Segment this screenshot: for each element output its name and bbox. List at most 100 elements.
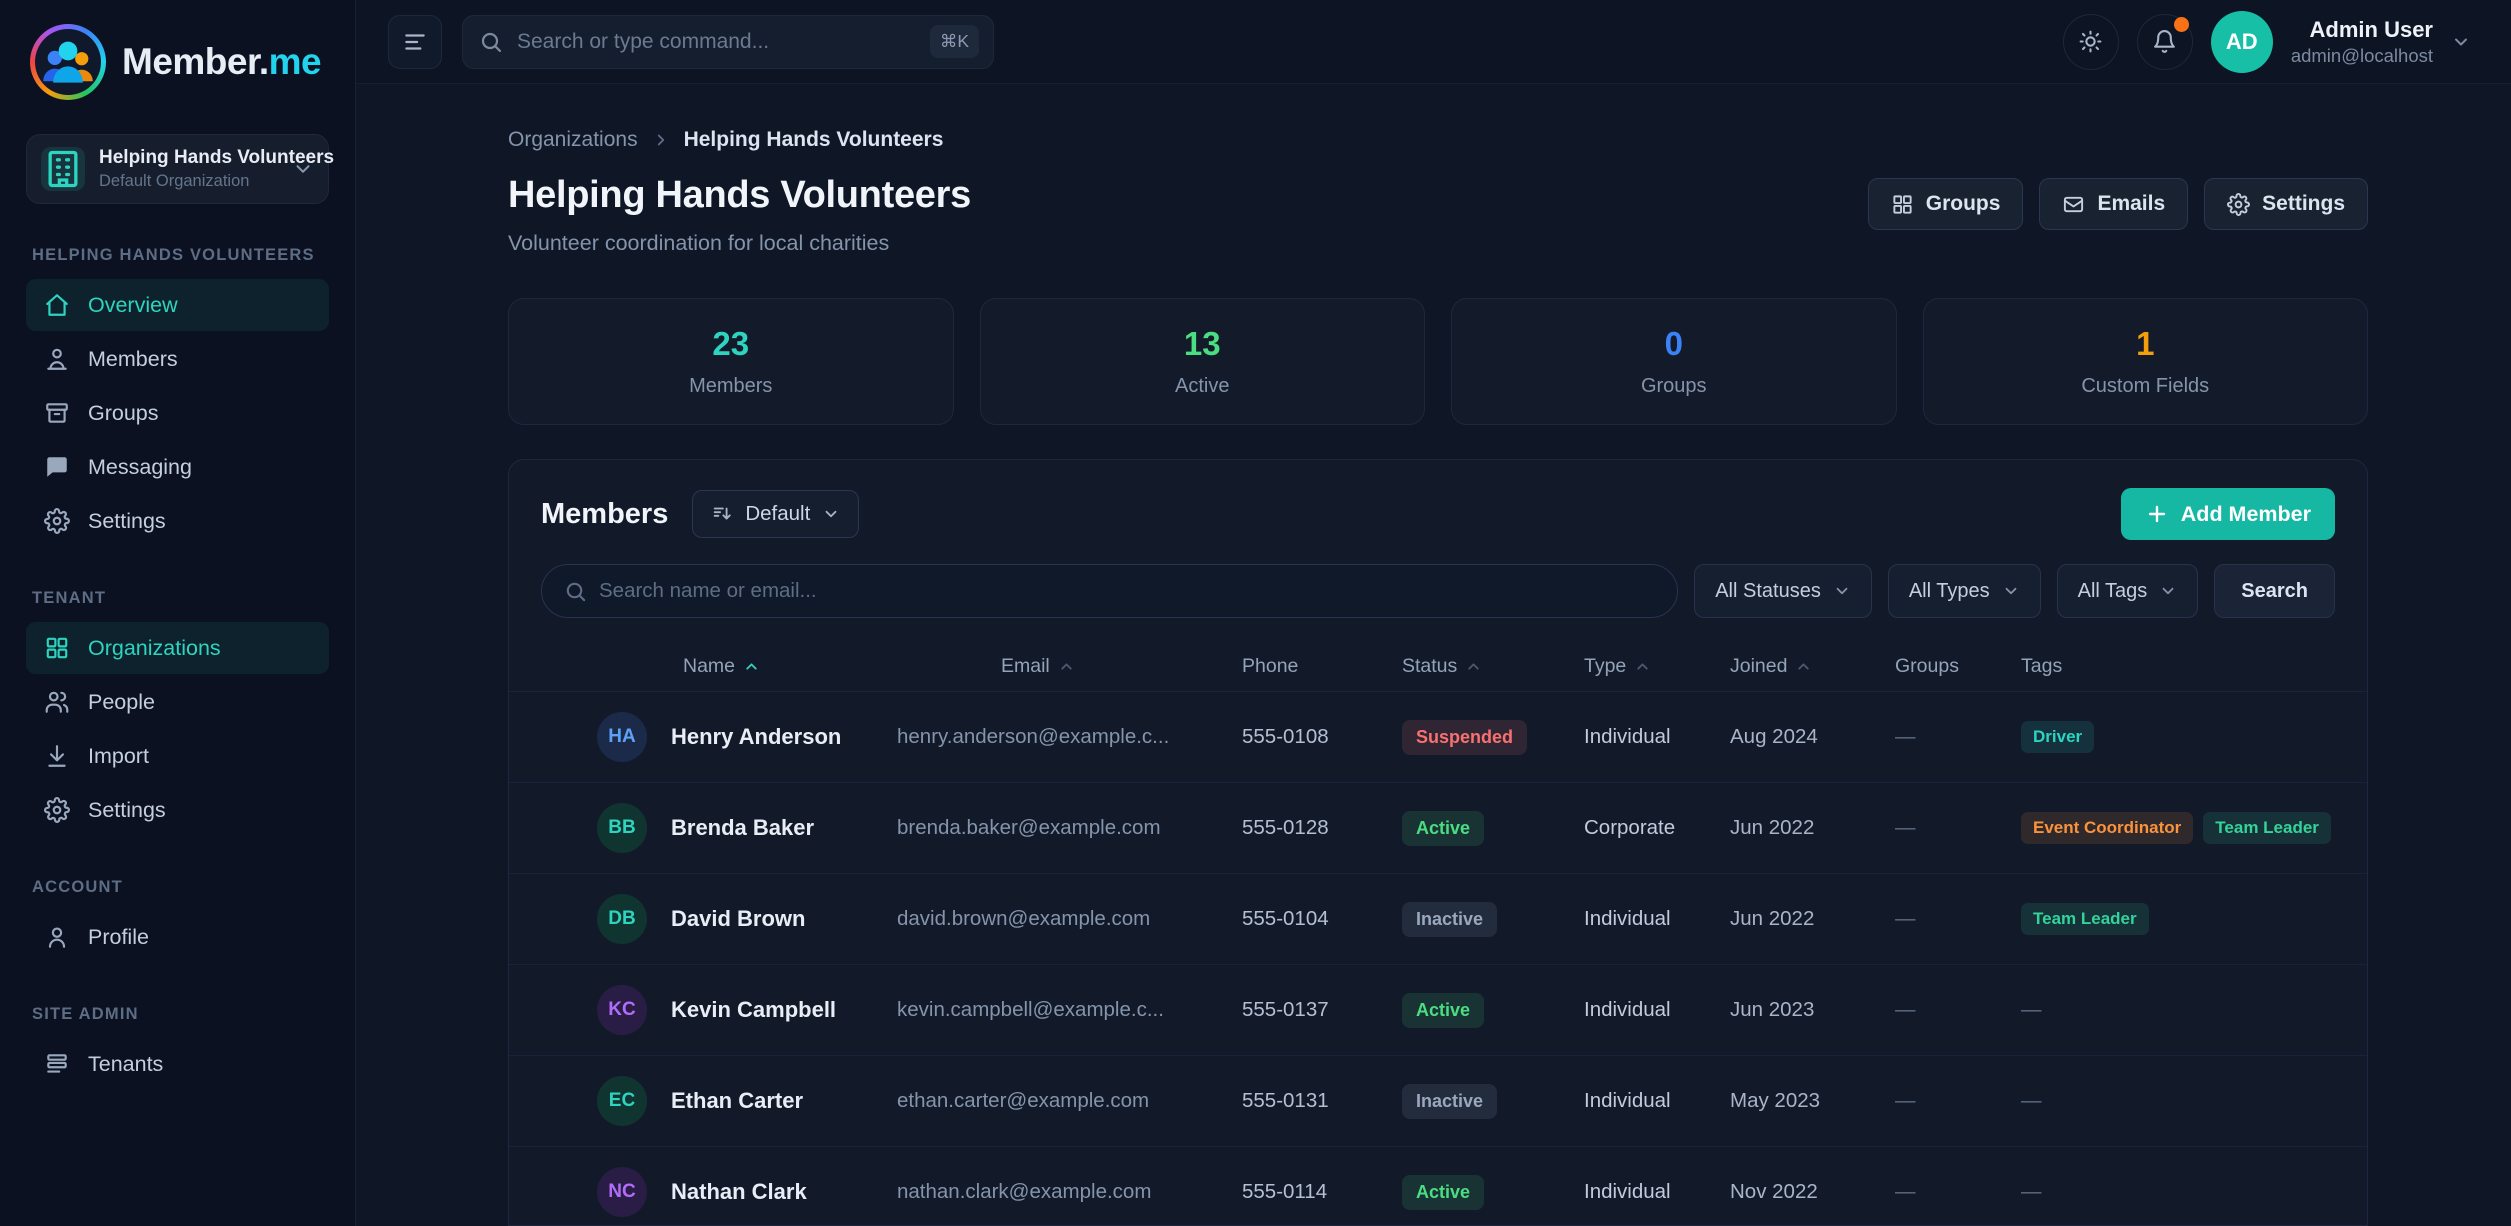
sidebar-item-members[interactable]: Members — [26, 333, 329, 385]
sidebar-item-messaging[interactable]: Messaging — [26, 441, 329, 493]
member-row-henry-anderson[interactable]: HA Henry Anderson henry.anderson@example.c… — [509, 692, 2367, 783]
column-header-groups[interactable]: Groups — [1895, 655, 2021, 678]
home-icon — [44, 292, 70, 318]
sidebar-item-overview[interactable]: Overview — [26, 279, 329, 331]
column-label: Name — [683, 655, 736, 677]
sidebar-item-label: Messaging — [88, 454, 192, 479]
avatar: KC — [597, 985, 647, 1035]
app-title: Member.me — [122, 41, 322, 82]
member-row-david-brown[interactable]: DB David Brown david.brown@example.com 555-… — [509, 874, 2367, 965]
member-row-ethan-carter[interactable]: EC Ethan Carter ethan.carter@example.com 55… — [509, 1056, 2367, 1147]
member-type: Corporate — [1584, 816, 1676, 839]
add-member-button[interactable]: Add Member — [2120, 488, 2335, 540]
sidebar-item-people[interactable]: People — [26, 676, 329, 728]
status-badge: Active — [1402, 810, 1485, 846]
member-groups: — — [1895, 1180, 1916, 1203]
member-row-kevin-campbell[interactable]: KC Kevin Campbell kevin.campbell@example.c… — [509, 965, 2367, 1056]
user-info[interactable]: Admin User admin@localhost — [2291, 17, 2433, 67]
command-search[interactable]: ⌘K — [462, 14, 994, 69]
column-label: Joined — [1730, 655, 1788, 677]
column-header-status[interactable]: Status — [1402, 655, 1572, 678]
member-joined: Nov 2022 — [1730, 1180, 1818, 1203]
command-search-input[interactable] — [517, 29, 916, 54]
sidebar-item-settings[interactable]: Settings — [26, 495, 329, 547]
filter-all-types[interactable]: All Types — [1887, 564, 2041, 618]
sidebar-item-groups[interactable]: Groups — [26, 387, 329, 439]
status-badge: Suspended — [1402, 719, 1528, 755]
filter-label: All Types — [1908, 579, 1990, 602]
column-header-name[interactable]: Name — [597, 655, 897, 678]
member-type: Individual — [1584, 998, 1671, 1021]
breadcrumb-organizations[interactable]: Organizations — [508, 128, 638, 151]
status-badge: Active — [1402, 992, 1485, 1028]
org-selector[interactable]: Helping Hands Volunteers Default Organiz… — [26, 134, 334, 204]
user-avatar[interactable]: AD — [2210, 10, 2273, 73]
member-phone: 555-0137 — [1242, 998, 1329, 1021]
tag-badge: Team Leader — [2021, 903, 2149, 935]
member-tags: Driver — [2021, 721, 2367, 753]
settings-button[interactable]: Settings — [2204, 178, 2368, 230]
sidebar-item-import[interactable]: Import — [26, 730, 329, 782]
stat-card-members: 23 Members — [508, 298, 954, 425]
tag-badge: Team Leader — [2203, 812, 2331, 844]
member-joined: Aug 2024 — [1730, 725, 1818, 748]
breadcrumb: Organizations Helping Hands Volunteers — [508, 128, 2368, 152]
sidebar-toggle-button[interactable] — [388, 14, 442, 69]
member-row-nathan-clark[interactable]: NC Nathan Clark nathan.clark@example.com 55… — [509, 1147, 2367, 1225]
member-search[interactable] — [541, 564, 1679, 618]
emails-button[interactable]: Emails — [2039, 178, 2189, 230]
chevron-down-icon[interactable] — [2451, 32, 2471, 52]
stat-label: Members — [689, 375, 773, 397]
member-email: nathan.clark@example.com — [897, 1180, 1152, 1203]
chevron-down-icon — [2159, 582, 2177, 600]
sidebar-item-label: Settings — [88, 508, 166, 533]
building-icon — [41, 147, 85, 191]
sort-caret-icon — [1465, 658, 1482, 675]
groups-button[interactable]: Groups — [1867, 178, 2024, 230]
stat-card-active: 13 Active — [979, 298, 1425, 425]
stat-card-groups: 0 Groups — [1451, 298, 1897, 425]
column-header-phone[interactable]: Phone — [1242, 655, 1402, 678]
notifications-button[interactable] — [2136, 13, 2193, 70]
sidebar-item-settings[interactable]: Settings — [26, 784, 329, 836]
envelope-icon — [2062, 193, 2085, 216]
app-logo — [30, 24, 106, 100]
sidebar-item-tenants[interactable]: Tenants — [26, 1038, 329, 1090]
member-tags: — — [2021, 998, 2367, 1022]
shortcut-badge: ⌘K — [929, 25, 979, 58]
member-groups: — — [1895, 907, 1916, 930]
button-label: Groups — [1925, 192, 2001, 215]
column-header-tags[interactable]: Tags — [2021, 655, 2367, 678]
search-icon — [564, 580, 587, 603]
member-type: Individual — [1584, 1089, 1671, 1112]
tag-badge: Event Coordinator — [2021, 812, 2194, 844]
search-button[interactable]: Search — [2214, 564, 2335, 618]
member-phone: 555-0108 — [1242, 725, 1329, 748]
filters: All Statuses All Types All Tags — [1694, 564, 2199, 618]
sidebar-item-profile[interactable]: Profile — [26, 911, 329, 963]
column-header-email[interactable]: Email — [897, 655, 1242, 678]
member-tags: — — [2021, 1180, 2367, 1204]
column-header-type[interactable]: Type — [1572, 655, 1730, 678]
member-joined: Jun 2022 — [1730, 907, 1815, 930]
sidebar-item-label: Groups — [88, 400, 159, 425]
sidebar-item-organizations[interactable]: Organizations — [26, 622, 329, 674]
member-email: henry.anderson@example.c... — [897, 725, 1170, 748]
filter-all-statuses[interactable]: All Statuses — [1694, 564, 1872, 618]
member-search-input[interactable] — [599, 579, 1656, 603]
column-header-joined[interactable]: Joined — [1730, 655, 1895, 678]
member-joined: Jun 2023 — [1730, 998, 1815, 1021]
theme-toggle-button[interactable] — [2062, 13, 2119, 70]
plus-icon — [2145, 502, 2169, 526]
tags-empty: — — [2021, 1180, 2042, 1203]
view-selector-dropdown[interactable]: Default — [692, 490, 860, 538]
filter-all-tags[interactable]: All Tags — [2056, 564, 2199, 618]
button-label: Settings — [2262, 192, 2345, 215]
member-joined: Jun 2022 — [1730, 816, 1815, 839]
member-email: david.brown@example.com — [897, 907, 1151, 930]
member-row-brenda-baker[interactable]: BB Brenda Baker brenda.baker@example.com 55… — [509, 783, 2367, 874]
sidebar-item-label: People — [88, 689, 155, 714]
filter-label: All Statuses — [1715, 579, 1821, 602]
user-email: admin@localhost — [2290, 44, 2433, 66]
